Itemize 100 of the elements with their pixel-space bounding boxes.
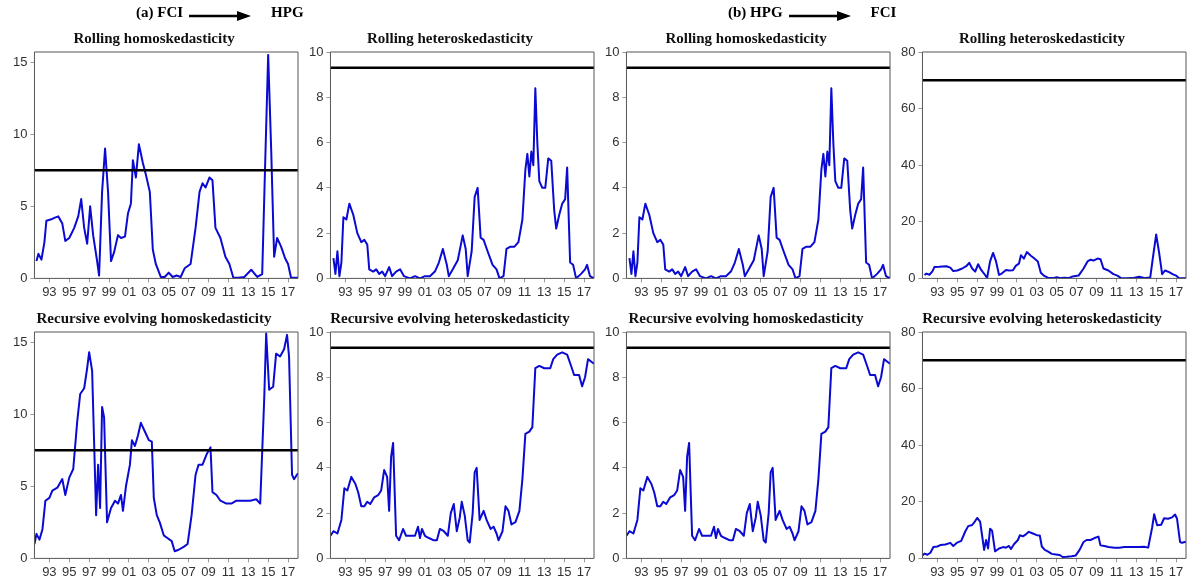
x-tick-label: 17 [280,563,296,579]
x-tick-label: 15 [1148,283,1164,299]
y-tick-label: 0 [612,269,620,285]
x-tick-label: 05 [161,563,176,579]
y-tick-label: 10 [604,43,620,59]
x-tick-label: 07 [1069,563,1084,579]
x-tick-label: 03 [437,563,453,579]
y-tick-label: 0 [20,269,28,285]
x-tick-label: 07 [477,563,492,579]
x-tick-label: 97 [969,283,985,299]
y-tick-label: 4 [316,179,324,195]
x-tick-label: 05 [753,563,768,579]
x-tick-label: 09 [793,563,808,579]
x-tick-label: 17 [576,283,592,299]
chart-title: Recursive evolving homoskedasticity [628,309,864,326]
y-tick-label: 8 [316,88,324,104]
y-tick-label: 15 [12,53,28,69]
y-tick-label: 60 [900,380,916,396]
text: FCI [870,4,897,21]
x-tick-label: 97 [377,283,393,299]
x-tick-label: 03 [1029,563,1045,579]
x-tick-label: 99 [397,283,413,299]
text: HPG [271,4,304,21]
x-tick-label: 13 [537,283,552,299]
y-tick-label: 20 [900,213,916,229]
x-tick-label: 93 [42,283,57,299]
x-tick-label: 09 [793,283,808,299]
y-tick-label: 6 [316,134,324,150]
y-tick-label: 0 [316,549,324,565]
y-tick-label: 2 [316,224,324,240]
x-tick-label: 99 [101,563,117,579]
x-tick-label: 05 [161,283,176,299]
y-tick-label: 8 [612,88,620,104]
x-tick-label: 15 [260,283,276,299]
x-tick-label: 13 [833,563,848,579]
y-tick-label: 10 [308,43,324,59]
y-tick-label: 6 [612,414,620,430]
x-tick-label: 15 [260,563,276,579]
y-tick-label: 10 [308,323,324,339]
x-tick-label: 99 [989,563,1005,579]
y-tick-label: 4 [612,459,620,475]
x-tick-label: 07 [773,563,788,579]
x-tick-label: 99 [693,563,709,579]
y-tick-label: 4 [612,179,620,195]
y-tick-label: 6 [612,134,620,150]
x-tick-label: 97 [673,283,689,299]
x-tick-label: 95 [358,283,373,299]
y-tick-label: 2 [316,504,324,520]
x-tick-label: 17 [872,563,888,579]
x-tick-label: 01 [713,283,729,299]
x-tick-label: 97 [673,563,689,579]
x-tick-label: 97 [81,563,97,579]
chart-title: Recursive evolving homoskedasticity [36,309,272,326]
x-tick-label: 15 [556,563,572,579]
x-tick-label: 11 [221,563,236,579]
x-tick-label: 09 [497,563,512,579]
x-tick-label: 09 [497,283,512,299]
x-tick-label: 03 [437,283,453,299]
x-tick-label: 09 [1089,563,1104,579]
x-tick-label: 13 [1129,563,1144,579]
y-tick-label: 0 [316,269,324,285]
x-tick-label: 03 [141,563,157,579]
x-tick-label: 13 [1129,283,1144,299]
x-tick-label: 01 [121,563,137,579]
x-tick-label: 09 [201,563,216,579]
x-tick-label: 15 [852,283,868,299]
x-tick-label: 05 [1049,563,1064,579]
x-tick-label: 97 [81,283,97,299]
chart-title: Rolling homoskedasticity [73,29,236,46]
y-tick-label: 5 [20,197,28,213]
x-tick-label: 11 [1109,283,1124,299]
x-tick-label: 17 [1168,283,1184,299]
x-tick-label: 11 [221,283,236,299]
x-tick-label: 13 [241,563,256,579]
y-tick-label: 10 [12,125,28,141]
x-tick-label: 93 [930,563,945,579]
y-tick-label: 0 [20,549,28,565]
x-tick-label: 17 [872,283,888,299]
x-tick-label: 01 [1009,563,1025,579]
y-tick-label: 80 [900,43,916,59]
x-tick-label: 01 [121,283,137,299]
x-tick-label: 01 [713,563,729,579]
x-tick-label: 11 [813,283,828,299]
x-tick-label: 95 [654,563,669,579]
x-tick-label: 07 [181,283,196,299]
x-tick-label: 99 [989,283,1005,299]
x-tick-label: 97 [377,563,393,579]
chart-title: Rolling heteroskedasticity [367,29,534,46]
y-tick-label: 2 [612,504,620,520]
x-tick-label: 93 [930,283,945,299]
x-tick-label: 95 [62,563,77,579]
x-tick-label: 03 [141,283,157,299]
y-tick-label: 8 [612,368,620,384]
x-tick-label: 93 [634,563,649,579]
y-tick-label: 5 [20,477,28,493]
x-tick-label: 15 [1148,563,1164,579]
x-tick-label: 99 [101,283,117,299]
x-tick-label: 13 [241,283,256,299]
x-tick-label: 97 [969,563,985,579]
x-tick-label: 15 [556,283,572,299]
